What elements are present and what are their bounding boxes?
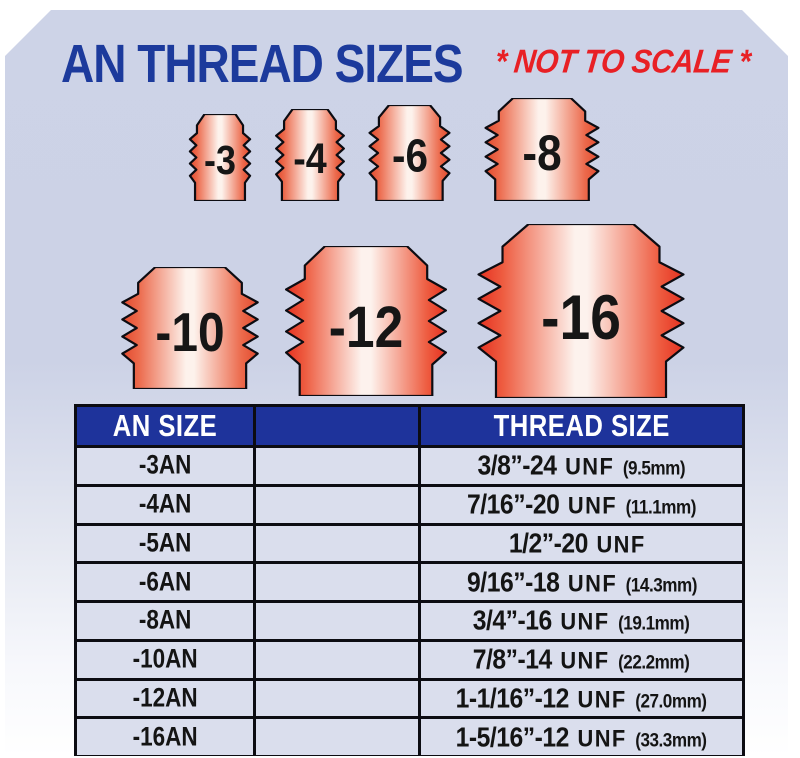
thread-value: 1/2”-20	[508, 526, 589, 559]
an-size-cell: -6AN	[74, 561, 256, 603]
header-thread-size: THREAD SIZE	[418, 404, 745, 448]
thread-fitting-icon	[188, 114, 252, 201]
thread-fitting-icon	[482, 98, 602, 201]
unf-label: UNF	[567, 491, 618, 519]
unf-label: UNF	[560, 646, 610, 674]
metric-value: (19.1mm)	[618, 612, 691, 635]
metric-value: (11.1mm)	[625, 496, 697, 518]
table-row: -16AN 1-5/16”-12 UNF (33.3mm)	[74, 716, 745, 756]
thread-value: 7/8”-14	[473, 643, 553, 675]
fitting-10: -10	[118, 267, 262, 389]
table-row: -5AN 1/2”-20 UNF	[74, 522, 745, 565]
fitting-label: -3	[204, 138, 236, 184]
thread-fitting-icon	[281, 246, 451, 396]
unf-label: UNF	[567, 568, 617, 597]
table-row: -6AN 9/16”-18 UNF (14.3mm)	[74, 561, 745, 603]
thread-size-cell: 1-5/16”-12 UNF (33.3mm)	[418, 716, 745, 756]
metric-value: (33.3mm)	[635, 729, 708, 751]
header-spacer	[253, 404, 421, 448]
spacer-cell	[253, 716, 421, 756]
chart-panel: AN THREAD SIZES * NOT TO SCALE * -3 -4 -…	[5, 10, 788, 756]
thread-value: 3/4”-16	[473, 604, 553, 637]
metric-value: (9.5mm)	[623, 457, 686, 480]
fitting-16: -16	[472, 224, 690, 398]
metric-value: (27.0mm)	[635, 690, 708, 712]
thread-fitting-icon	[472, 224, 690, 398]
spacer-cell	[253, 445, 421, 487]
table-row: -8AN 3/4”-16 UNF (19.1mm)	[74, 600, 745, 642]
thread-size-cell: 7/16”-20 UNF (11.1mm)	[418, 483, 745, 526]
fitting-4: -4	[274, 109, 346, 201]
fitting-label: -10	[155, 302, 225, 364]
page-title: AN THREAD SIZES	[61, 33, 464, 94]
spacer-cell	[253, 483, 421, 526]
an-size-cell: -5AN	[74, 522, 256, 565]
thread-fitting-icon	[118, 267, 262, 389]
thread-fitting-icon	[274, 109, 346, 201]
fitting-3: -3	[188, 114, 252, 201]
table-row: -12AN 1-1/16”-12 UNF (27.0mm)	[74, 677, 745, 720]
table-row: -10AN 7/8”-14 UNF (22.2mm)	[74, 638, 745, 681]
an-size-cell: -8AN	[74, 600, 256, 642]
fitting-label: -6	[391, 130, 428, 183]
fitting-6: -6	[367, 105, 452, 201]
fitting-label: -12	[328, 293, 404, 360]
thread-value: 3/8”-24	[477, 449, 558, 482]
metric-value: (22.2mm)	[618, 651, 691, 673]
fitting-label: -8	[522, 125, 562, 181]
an-size-cell: -3AN	[74, 445, 256, 487]
an-size-cell: -12AN	[74, 677, 256, 720]
thread-value: 7/16”-20	[467, 488, 560, 520]
table-header-row: AN SIZE THREAD SIZE	[74, 404, 745, 448]
thread-size-cell: 3/8”-24 UNF (9.5mm)	[418, 445, 745, 487]
thread-size-cell: 3/4”-16 UNF (19.1mm)	[418, 600, 745, 642]
thread-value: 1-1/16”-12	[456, 681, 570, 714]
unf-label: UNF	[565, 452, 615, 481]
fitting-label: -4	[293, 133, 327, 183]
unf-label: UNF	[577, 723, 628, 752]
an-size-cell: -10AN	[74, 638, 256, 681]
spacer-cell	[253, 522, 421, 565]
table-row: -3AN 3/8”-24 UNF (9.5mm)	[74, 445, 745, 487]
spacer-cell	[253, 561, 421, 603]
spacer-cell	[253, 677, 421, 720]
thread-size-cell: 1-1/16”-12 UNF (27.0mm)	[418, 677, 745, 720]
spacer-cell	[253, 638, 421, 681]
unf-label: UNF	[577, 685, 628, 713]
unf-label: UNF	[596, 530, 646, 558]
unf-label: UNF	[560, 607, 610, 636]
thread-value: 9/16”-18	[466, 565, 560, 598]
an-size-cell: -16AN	[74, 716, 256, 756]
an-size-table: AN SIZE THREAD SIZE -3AN 3/8”-24 UNF (9.5m…	[74, 404, 745, 756]
thread-fitting-icon	[367, 105, 452, 201]
table-row: -4AN 7/16”-20 UNF (11.1mm)	[74, 483, 745, 526]
thread-value: 1-5/16”-12	[456, 720, 570, 753]
spacer-cell	[253, 600, 421, 642]
fitting-12: -12	[281, 246, 451, 396]
header-an-size: AN SIZE	[74, 404, 256, 448]
thread-size-cell: 1/2”-20 UNF	[418, 522, 745, 565]
an-size-cell: -4AN	[74, 483, 256, 526]
fitting-label: -16	[541, 282, 621, 353]
not-to-scale-note: * NOT TO SCALE *	[493, 44, 752, 81]
metric-value: (14.3mm)	[625, 574, 697, 596]
fitting-8: -8	[482, 98, 602, 201]
thread-size-cell: 9/16”-18 UNF (14.3mm)	[418, 561, 745, 603]
thread-size-cell: 7/8”-14 UNF (22.2mm)	[418, 638, 745, 681]
